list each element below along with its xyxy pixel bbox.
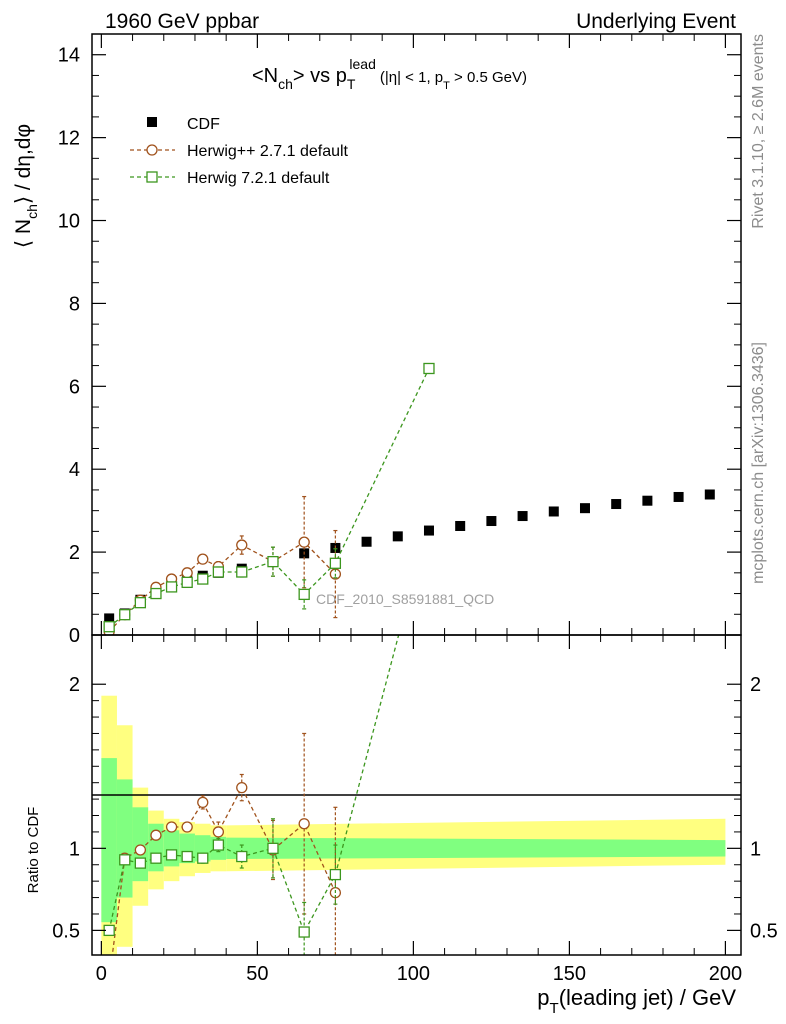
band-inner-4: [163, 830, 180, 867]
band-inner-1: [116, 779, 133, 898]
ratio-s1-point-9: [267, 842, 279, 854]
top-s2-point-2: [134, 597, 147, 609]
top-s0-point-19: [579, 503, 590, 514]
xtick-label-3: 150: [553, 963, 586, 985]
top-s2-point-10: [298, 588, 310, 601]
xtick-label-0: 0: [96, 963, 107, 985]
ratio-s1-point-12: [424, 515, 434, 525]
legend-marker-cdf: [147, 117, 157, 127]
top-ytick-label-7: 14: [58, 45, 80, 67]
rivet-version-label: Rivet 3.1.10, ≥ 2.6M events: [750, 34, 767, 229]
ratio-ytick-label-right-1: 1: [750, 838, 761, 860]
top-s0-point-0: [104, 613, 115, 624]
top-s0-point-17: [517, 511, 528, 522]
ratio-s0-point-10: [298, 818, 310, 830]
ratio-s0-point-7: [212, 826, 225, 838]
top-s0-point-20: [611, 499, 622, 510]
top-s2-point-9: [267, 555, 279, 568]
top-s2-point-4: [165, 581, 178, 593]
ratio-s1-point-3: [150, 852, 162, 864]
ratio-s1-point-1: [119, 854, 131, 866]
mcplots-label: mcplots.cern.ch [arXiv:1306.3436]: [750, 342, 767, 584]
top-s1-point-10: [298, 536, 310, 548]
uncertainty-bands: [101, 695, 726, 955]
top-s0-point-22: [673, 491, 684, 502]
xtick-label-2: 100: [397, 963, 430, 985]
band-inner-8: [226, 837, 726, 859]
top-ytick-label-4: 8: [69, 293, 80, 315]
header-analysis: Underlying Event: [576, 10, 736, 33]
top-s2-point-7: [212, 566, 225, 578]
top-s2-point-3: [150, 587, 162, 600]
legend-marker-herwigpp: [146, 144, 158, 156]
xtick-label-1: 50: [246, 963, 268, 985]
ratio-s1-point-8: [236, 850, 248, 863]
legend: CDF Herwig++ 2.7.1 default Herwig 7.2.1 …: [130, 116, 349, 187]
top-ytick-label-1: 2: [69, 542, 80, 564]
ratio-s1-point-11: [329, 868, 342, 881]
ratio-panel-frame: [91, 634, 742, 956]
ratio-s1-point-2: [134, 857, 147, 869]
analysis-watermark: CDF_2010_S8591881_QCD: [316, 591, 494, 607]
ratio-ytick-label-0: 0.5: [52, 920, 80, 942]
ratio-s1-point-5: [181, 850, 193, 863]
ratio-s1-point-10: [298, 926, 310, 938]
ratio-s1-point-4: [165, 849, 178, 861]
top-s0-point-16: [486, 516, 497, 527]
ratio-s0-point-8: [236, 781, 248, 794]
ratio-ytick-label-2: 2: [69, 674, 80, 696]
top-s2-point-0: [103, 621, 115, 633]
top-s0-point-23: [704, 489, 715, 500]
legend-marker-herwig7: [146, 171, 158, 183]
ratio-s1-point-6: [197, 852, 209, 864]
top-s0-point-13: [392, 531, 403, 542]
legend-label-herwig7: Herwig 7.2.1 default: [187, 170, 330, 187]
top-ytick-label-2: 4: [69, 459, 80, 481]
ratio-s0-point-5: [181, 821, 193, 833]
top-s2-point-1: [119, 609, 131, 621]
legend-label-cdf: CDF: [187, 116, 220, 133]
top-s0-point-15: [455, 520, 466, 531]
top-series-layer: [103, 362, 715, 635]
ratio-series-layer: [103, 515, 434, 955]
top-s0-point-14: [423, 525, 434, 536]
top-s0-point-18: [548, 506, 559, 517]
ratio-ytick-label-1: 1: [69, 838, 80, 860]
top-s2-point-8: [236, 566, 248, 578]
y-axis-label-top: ⟨ Nch⟩ / dη,dφ: [12, 124, 40, 248]
ratio-ytick-label-right-0: 0.5: [750, 920, 778, 942]
legend-label-herwigpp: Herwig++ 2.7.1 default: [187, 143, 349, 160]
top-s1-point-5: [181, 567, 193, 579]
top-ytick-label-6: 12: [58, 128, 80, 150]
top-s1-point-6: [197, 553, 209, 565]
top-s0-point-12: [361, 536, 372, 547]
ratio-s0-point-6: [197, 796, 209, 809]
x-axis-label: pT(leading jet) / GeV: [537, 985, 736, 1017]
ratio-ytick-label-right-2: 2: [750, 674, 761, 696]
top-s2-point-5: [181, 576, 193, 589]
top-s2-point-11: [329, 557, 342, 569]
top-s2-point-6: [197, 573, 209, 585]
top-s0-point-21: [642, 495, 653, 506]
ratio-s0-point-2: [134, 844, 147, 856]
ratio-s0-point-4: [165, 821, 178, 833]
ratio-s0-point-3: [150, 829, 162, 841]
header-energy: 1960 GeV ppbar: [105, 10, 259, 33]
ratio-s1-point-7: [212, 839, 225, 851]
top-s1-point-8: [236, 539, 248, 551]
y-axis-label-ratio: Ratio to CDF: [25, 807, 42, 894]
top-ytick-label-3: 6: [69, 376, 80, 398]
top-s2-point-12: [423, 362, 435, 375]
top-ytick-label-5: 10: [58, 211, 80, 233]
xtick-label-4: 200: [709, 963, 742, 985]
top-ytick-label-0: 0: [69, 625, 80, 647]
panel-title: <Nch> vs pTlead(|η| < 1, pT > 0.5 GeV): [252, 56, 527, 92]
band-inner-0: [101, 758, 117, 923]
